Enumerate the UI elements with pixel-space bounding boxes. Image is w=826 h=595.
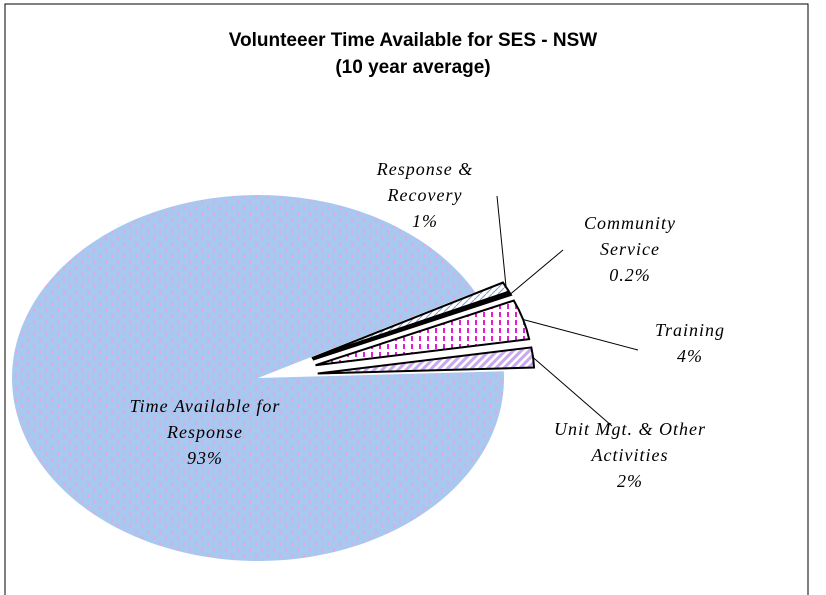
leader-line: [532, 357, 613, 427]
leader-line: [496, 195, 507, 288]
pie-slice: [315, 299, 531, 367]
slice-label: Response & Recovery: [376, 159, 474, 205]
slice-label: Unit Mgt. & Other Activities: [554, 419, 706, 465]
slice-value-label: 0.2%: [609, 265, 651, 285]
slice-value-label: 4%: [677, 346, 703, 366]
leader-line: [522, 318, 639, 351]
pie-slice: [312, 291, 513, 361]
chart-title: Volunteeer Time Available for SES - NSW: [229, 30, 598, 51]
slice-value-label: 2%: [617, 471, 643, 491]
slice-label: Time Available for Response: [129, 396, 281, 442]
slice-value-label: 93%: [187, 448, 223, 468]
leader-line: [510, 249, 564, 295]
pie-slice: [12, 194, 504, 561]
chart-subtitle: (10 year average): [335, 57, 490, 78]
slice-label: Community Service: [584, 213, 676, 259]
slice-label: Training: [654, 320, 726, 340]
chart-border: [4, 3, 809, 595]
slice-value-label: 1%: [412, 211, 438, 231]
